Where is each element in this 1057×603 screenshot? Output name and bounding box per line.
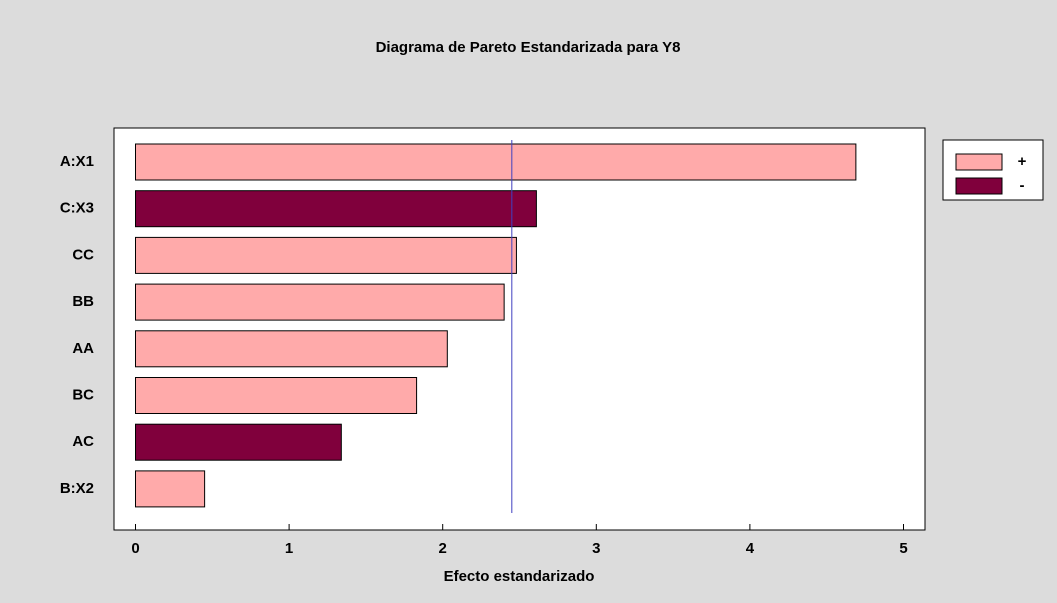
plot-area (113, 127, 926, 531)
x-tick-label: 1 (285, 540, 293, 557)
y-tick-label: AC (72, 433, 94, 450)
y-tick-label: BB (72, 293, 94, 310)
y-tick-label: C:X3 (60, 200, 94, 217)
y-tick-label: BC (72, 386, 94, 403)
legend-label: - (1020, 177, 1025, 194)
x-tick-label: 4 (746, 540, 755, 557)
y-tick-label: CC (72, 246, 94, 263)
y-tick-label: B:X2 (60, 480, 94, 497)
bar (135, 283, 505, 321)
x-tick-label: 0 (131, 540, 139, 557)
bar (135, 470, 206, 508)
legend-swatch (955, 153, 1003, 171)
bar (135, 330, 448, 368)
legend-swatch (955, 177, 1003, 195)
bar (135, 236, 517, 274)
bar (135, 377, 418, 414)
x-tick-label: 5 (899, 540, 907, 557)
bar (135, 423, 342, 461)
y-tick-label: AA (72, 340, 94, 357)
x-tick-label: 3 (592, 540, 600, 557)
legend-label: + (1018, 153, 1027, 170)
y-tick-label: A:X1 (60, 153, 94, 170)
bar (135, 190, 537, 228)
x-axis-label: Efecto estandarizado (444, 568, 595, 585)
bar (135, 143, 857, 181)
x-tick-label: 2 (439, 540, 447, 557)
chart-title: Diagrama de Pareto Estandarizada para Y8 (376, 39, 681, 56)
